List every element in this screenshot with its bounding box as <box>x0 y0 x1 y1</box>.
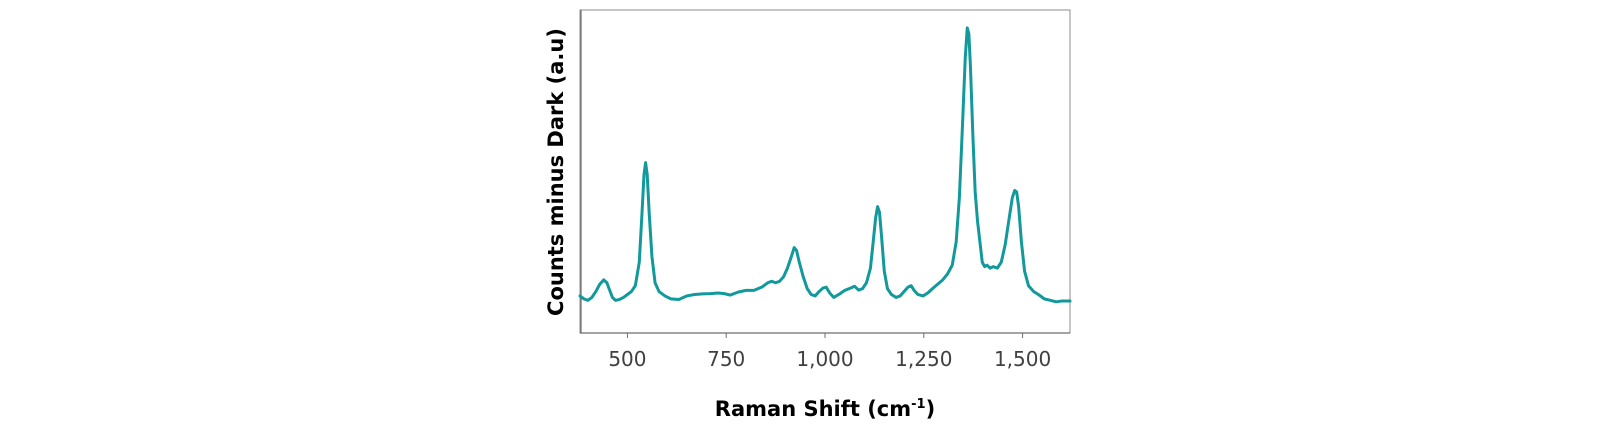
plot-frame <box>579 9 1071 334</box>
y-axis-title: Counts minus Dark (a.u) <box>544 28 568 316</box>
x-tick-label: 750 <box>707 347 745 371</box>
x-tick-label: 500 <box>608 347 646 371</box>
x-axis-title: Raman Shift (cm-1) <box>715 397 935 421</box>
x-tick-label: 1,000 <box>796 347 853 371</box>
x-axis-title-close: ) <box>926 397 936 421</box>
x-tick-label: 1,250 <box>895 347 952 371</box>
x-ticks: 500 750 1,000 1,250 1,500 <box>608 333 1051 371</box>
series-line <box>578 26 1072 304</box>
x-axis-title-superscript: -1 <box>911 397 925 412</box>
x-tick-label: 1,500 <box>994 347 1051 371</box>
x-axis-title-main: Raman Shift (cm <box>715 397 911 421</box>
